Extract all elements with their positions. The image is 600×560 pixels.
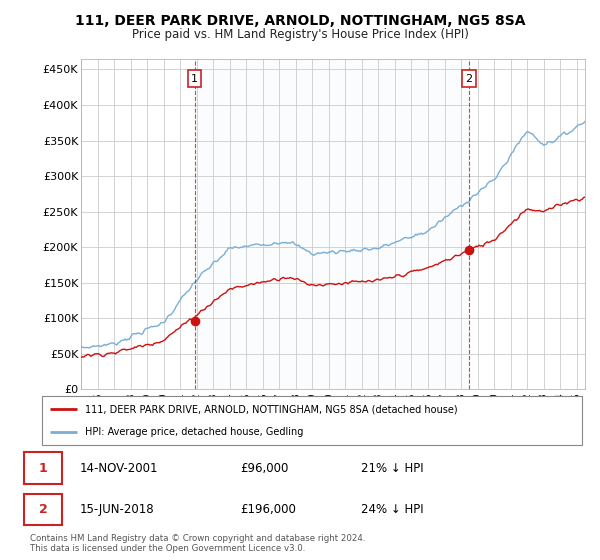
Text: 24% ↓ HPI: 24% ↓ HPI [361, 503, 424, 516]
Text: 111, DEER PARK DRIVE, ARNOLD, NOTTINGHAM, NG5 8SA (detached house): 111, DEER PARK DRIVE, ARNOLD, NOTTINGHAM… [85, 404, 458, 414]
Text: 1: 1 [39, 461, 47, 474]
Text: 2: 2 [39, 503, 47, 516]
Text: 15-JUN-2018: 15-JUN-2018 [80, 503, 154, 516]
Text: £196,000: £196,000 [240, 503, 296, 516]
Text: 111, DEER PARK DRIVE, ARNOLD, NOTTINGHAM, NG5 8SA: 111, DEER PARK DRIVE, ARNOLD, NOTTINGHAM… [75, 14, 525, 28]
FancyBboxPatch shape [25, 452, 62, 484]
Text: 21% ↓ HPI: 21% ↓ HPI [361, 461, 424, 474]
Text: Contains HM Land Registry data © Crown copyright and database right 2024.: Contains HM Land Registry data © Crown c… [30, 534, 365, 543]
FancyBboxPatch shape [42, 396, 582, 445]
Text: 14-NOV-2001: 14-NOV-2001 [80, 461, 158, 474]
Text: 2: 2 [465, 74, 472, 83]
Text: £96,000: £96,000 [240, 461, 288, 474]
Text: 1: 1 [191, 74, 198, 83]
Text: HPI: Average price, detached house, Gedling: HPI: Average price, detached house, Gedl… [85, 427, 304, 437]
Text: Price paid vs. HM Land Registry's House Price Index (HPI): Price paid vs. HM Land Registry's House … [131, 28, 469, 41]
Bar [194, 59, 469, 389]
FancyBboxPatch shape [25, 494, 62, 525]
Text: This data is licensed under the Open Government Licence v3.0.: This data is licensed under the Open Gov… [30, 544, 305, 553]
